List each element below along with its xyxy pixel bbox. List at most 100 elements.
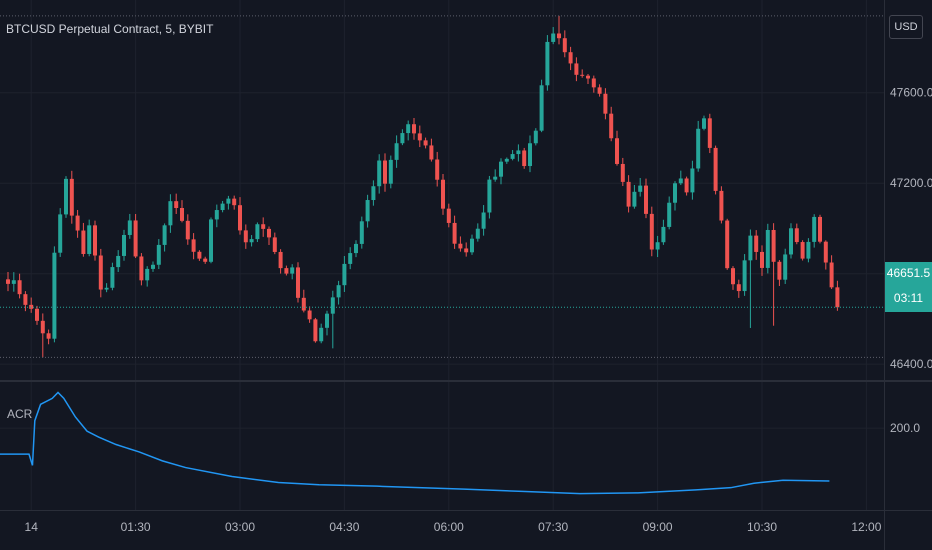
candle-body xyxy=(6,279,10,284)
currency-button[interactable]: USD xyxy=(889,15,923,39)
candle-body xyxy=(139,256,144,281)
candle-body xyxy=(180,208,184,221)
candle xyxy=(388,155,393,189)
candle xyxy=(441,174,445,215)
candle xyxy=(417,125,422,148)
candle-body xyxy=(417,133,422,141)
candle-body xyxy=(731,268,735,285)
candle xyxy=(499,158,503,185)
candle xyxy=(284,265,289,276)
candle-body xyxy=(40,320,45,334)
candle xyxy=(122,229,126,261)
candle xyxy=(98,248,103,298)
candle-body xyxy=(174,201,179,209)
candle xyxy=(783,248,788,284)
candle xyxy=(655,235,660,258)
candle-body xyxy=(354,243,358,254)
indicator-name: ACR xyxy=(7,407,33,421)
reference-lines xyxy=(0,15,884,358)
candle xyxy=(470,234,474,255)
candle xyxy=(365,194,370,228)
candle-body xyxy=(435,159,440,180)
candle xyxy=(835,280,840,311)
candle xyxy=(667,196,672,230)
candle-body xyxy=(655,242,660,250)
candle-body xyxy=(29,304,34,309)
candle-body xyxy=(330,297,335,314)
candle-body xyxy=(475,228,480,239)
candle xyxy=(220,200,225,213)
indicator-axis[interactable]: 200.0 xyxy=(890,421,920,435)
candlestick-series xyxy=(6,15,840,358)
candle xyxy=(133,213,138,259)
candle xyxy=(290,264,295,280)
candle-body xyxy=(678,178,683,184)
time-axis[interactable]: 14 01:30 03:00 04:30 06:00 07:30 09:00 10:30 12:… xyxy=(25,520,932,534)
candle xyxy=(713,145,718,195)
candle xyxy=(145,266,150,287)
time-tick-label: 06:00 xyxy=(434,520,464,534)
candle-body xyxy=(301,297,306,311)
candle-body xyxy=(748,235,753,261)
candle-body xyxy=(371,186,376,201)
candle-body xyxy=(75,215,80,231)
candle-body xyxy=(116,255,121,268)
candle-body xyxy=(122,234,126,256)
candle-body xyxy=(156,244,161,265)
candle-body xyxy=(93,225,97,256)
candle xyxy=(464,242,469,257)
candle xyxy=(522,147,527,169)
candle xyxy=(116,250,121,272)
candle-body xyxy=(267,228,271,238)
candle xyxy=(557,15,561,45)
candle xyxy=(632,184,637,209)
candle-body xyxy=(829,262,834,288)
candle-body xyxy=(35,308,39,321)
candle-body xyxy=(87,225,92,254)
candle xyxy=(510,150,515,161)
candle-body xyxy=(493,176,498,180)
candle xyxy=(638,178,643,197)
candle-body xyxy=(151,264,155,269)
candle xyxy=(29,297,34,313)
candle xyxy=(823,240,828,270)
candle xyxy=(719,186,724,224)
candle-body xyxy=(835,287,840,308)
candle-body xyxy=(325,313,329,328)
candle xyxy=(429,138,434,162)
time-tick-label: 09:00 xyxy=(643,520,673,534)
candle xyxy=(342,256,347,292)
candle-body xyxy=(504,158,509,162)
time-tick-label: 03:00 xyxy=(225,520,255,534)
candle xyxy=(644,178,648,219)
candle-body xyxy=(470,238,474,253)
candle xyxy=(731,266,735,290)
candle xyxy=(52,246,57,343)
candle xyxy=(348,247,353,270)
candle xyxy=(180,200,184,223)
candle-body xyxy=(649,213,654,250)
candle-body xyxy=(197,251,202,259)
candle xyxy=(162,223,167,252)
candle xyxy=(319,323,324,344)
candle xyxy=(93,220,97,261)
candle-body xyxy=(209,219,213,262)
candle-body xyxy=(446,208,451,223)
candle xyxy=(533,128,538,146)
candle xyxy=(597,84,602,97)
candle-body xyxy=(609,113,614,139)
candle-body xyxy=(423,140,428,146)
candle xyxy=(359,216,364,249)
candle xyxy=(528,135,532,173)
candle xyxy=(232,195,237,210)
candle xyxy=(539,79,544,133)
candle xyxy=(17,273,22,299)
candle-body xyxy=(464,248,469,253)
candle-body xyxy=(249,239,254,243)
candle xyxy=(104,283,109,293)
candle-body xyxy=(296,267,300,298)
candle-body xyxy=(510,154,515,159)
